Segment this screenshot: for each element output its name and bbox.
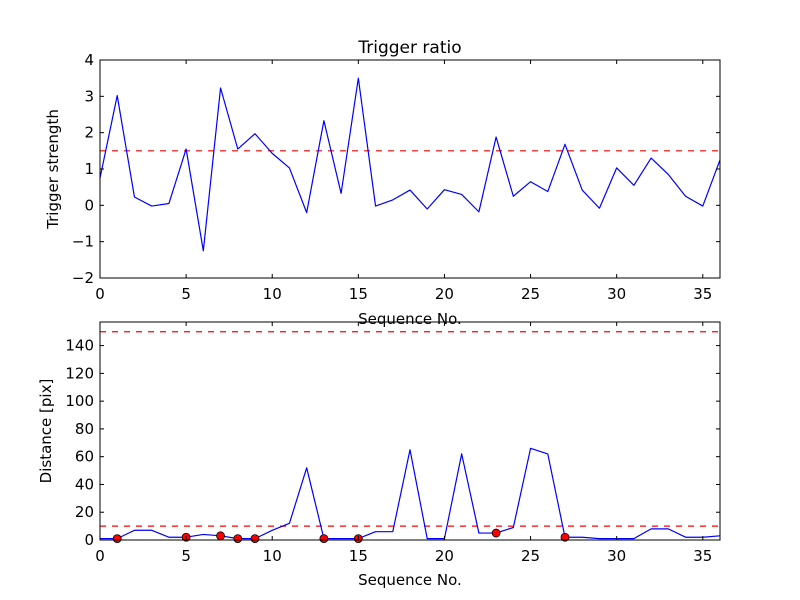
bottom-y-tick-label: 120	[65, 364, 94, 382]
top-y-tick-label: 1	[84, 160, 94, 178]
bottom-series-line-0	[100, 447, 721, 540]
top-chart-title: Trigger ratio	[357, 38, 461, 58]
bottom-marker-point	[250, 534, 260, 544]
top-chart: 0 5 10 15 20 25 30 35 −2 −1 0 1 2 3 4	[72, 51, 721, 303]
top-x-tick-label: 20	[435, 285, 454, 303]
bottom-y-tick-label: 60	[75, 448, 94, 466]
bottom-x-tick-label: 10	[263, 547, 282, 565]
top-y-tick-label: 2	[84, 124, 94, 142]
top-x-tick-label: 25	[521, 285, 540, 303]
top-y-tick-label: 3	[84, 87, 94, 105]
top-chart-xlabel: Sequence No.	[358, 310, 462, 328]
bottom-marker-point	[216, 531, 225, 541]
bottom-chart-xlabel: Sequence No.	[358, 571, 462, 589]
top-x-tick-label: 5	[181, 285, 191, 303]
bottom-marker-point	[233, 534, 243, 544]
bottom-x-tick-label: 35	[693, 547, 712, 565]
top-y-tick-label: −1	[72, 233, 94, 251]
top-x-tick-label: 30	[607, 285, 626, 303]
bottom-x-tick-label: 0	[95, 547, 105, 565]
bottom-y-tick-label: 80	[75, 420, 94, 438]
top-x-tick-label: 15	[349, 285, 368, 303]
top-x-tick-label: 10	[263, 285, 282, 303]
bottom-y-tick-label: 20	[75, 503, 94, 521]
top-chart-ylabel: Trigger strength	[44, 109, 62, 230]
bottom-chart: 0 5 10 15 20 25 30 35 0 20 40 60 80 100 120 140	[65, 321, 721, 565]
bottom-marker-point	[491, 528, 501, 538]
top-x-tick-label: 0	[95, 285, 105, 303]
top-series-line-0	[99, 77, 721, 252]
bottom-x-tick-label: 25	[521, 547, 540, 565]
bottom-y-tick-label: 140	[65, 337, 94, 355]
bottom-axes-frame	[99, 321, 721, 541]
top-y-tick-label: 4	[84, 51, 94, 69]
bottom-chart-ylabel: Distance [pix]	[37, 379, 55, 484]
top-y-tick-label: −2	[72, 269, 94, 287]
bottom-marker-point	[112, 534, 122, 544]
top-y-tick-label: 0	[84, 196, 94, 214]
top-axes-frame	[99, 59, 721, 279]
bottom-x-tick-label: 30	[607, 547, 626, 565]
bottom-x-tick-label: 5	[181, 547, 191, 565]
bottom-y-tick-label: 0	[84, 531, 94, 549]
bottom-y-tick-label: 100	[65, 392, 94, 410]
bottom-y-tick-label: 40	[75, 475, 94, 493]
bottom-x-tick-label: 20	[435, 547, 454, 565]
top-x-tick-label: 35	[693, 285, 712, 303]
bottom-marker-point	[560, 532, 570, 542]
bottom-marker-point	[319, 534, 329, 544]
bottom-x-tick-label: 15	[349, 547, 368, 565]
